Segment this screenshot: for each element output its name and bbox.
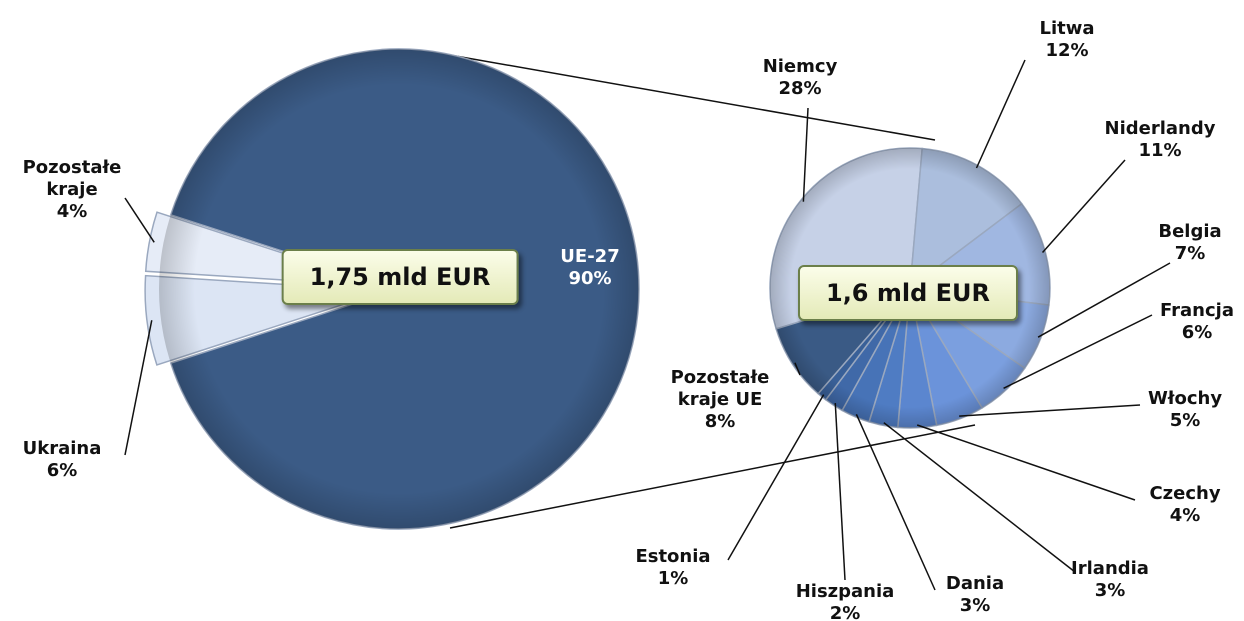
value-label: 90%	[568, 268, 612, 289]
leader-line	[1041, 159, 1126, 253]
data-label: Włochy 5%	[1148, 388, 1222, 432]
leader-line	[802, 107, 809, 202]
data-label: Ukraina 6%	[23, 438, 102, 482]
leader-line	[959, 404, 1141, 417]
value-label: 1%	[657, 568, 689, 589]
value-label: 4%	[1169, 505, 1201, 526]
value-label: 3%	[959, 595, 991, 616]
center-label: 1,75 mld EUR	[281, 249, 519, 305]
data-label: Pozostałe kraje UE 8%	[664, 367, 776, 433]
leader-line	[124, 197, 155, 243]
category-label: UE-27	[560, 246, 620, 267]
data-label: UE-27 90%	[560, 246, 619, 290]
leader-line	[975, 59, 1026, 169]
category-label: Belgia	[1158, 221, 1222, 242]
data-label: Czechy 4%	[1149, 483, 1220, 527]
leader-line	[855, 413, 936, 591]
value-label: 3%	[1094, 580, 1126, 601]
category-label: Pozostałe kraje	[22, 157, 122, 200]
value-label: 28%	[778, 78, 822, 99]
leader-line	[883, 422, 1076, 573]
value-label: 7%	[1174, 243, 1206, 264]
category-label: Hiszpania	[795, 581, 895, 602]
category-label: Niderlandy	[1104, 118, 1216, 139]
leader-line	[1037, 262, 1171, 338]
value-label: 4%	[56, 201, 88, 222]
value-label: 6%	[46, 460, 78, 481]
value-label: 5%	[1169, 410, 1201, 431]
data-label: Irlandia 3%	[1071, 558, 1149, 602]
center-label: 1,6 mld EUR	[797, 265, 1019, 321]
data-label: Niemcy 28%	[763, 56, 838, 100]
category-label: Estonia	[635, 546, 711, 567]
value-label: 11%	[1138, 140, 1182, 161]
category-label: Litwa	[1039, 18, 1095, 39]
data-label: Niderlandy 11%	[1105, 118, 1216, 162]
data-label: Pozostałe kraje 4%	[16, 157, 128, 223]
category-label: Czechy	[1149, 483, 1221, 504]
value-label: 2%	[829, 603, 861, 621]
category-label: Pozostałe kraje UE	[670, 367, 770, 410]
leader-line	[124, 320, 153, 456]
data-label: Francja 6%	[1160, 300, 1234, 344]
value-label: 8%	[704, 411, 736, 432]
category-label: Ukraina	[22, 438, 102, 459]
data-label: Estonia 1%	[635, 546, 710, 590]
value-label: 6%	[1181, 322, 1213, 343]
value-label: 12%	[1045, 40, 1089, 61]
leader-line	[916, 424, 1136, 501]
category-label: Niemcy	[762, 56, 838, 77]
category-label: Włochy	[1147, 388, 1223, 409]
category-label: Irlandia	[1071, 558, 1149, 579]
leader-line	[834, 403, 846, 581]
data-label: Dania 3%	[946, 573, 1004, 617]
data-label: Belgia 7%	[1158, 221, 1221, 265]
category-label: Dania	[945, 573, 1005, 594]
category-label: Francja	[1160, 300, 1234, 321]
data-label: Hiszpania 2%	[796, 581, 895, 621]
data-label: Litwa 12%	[1039, 18, 1094, 62]
